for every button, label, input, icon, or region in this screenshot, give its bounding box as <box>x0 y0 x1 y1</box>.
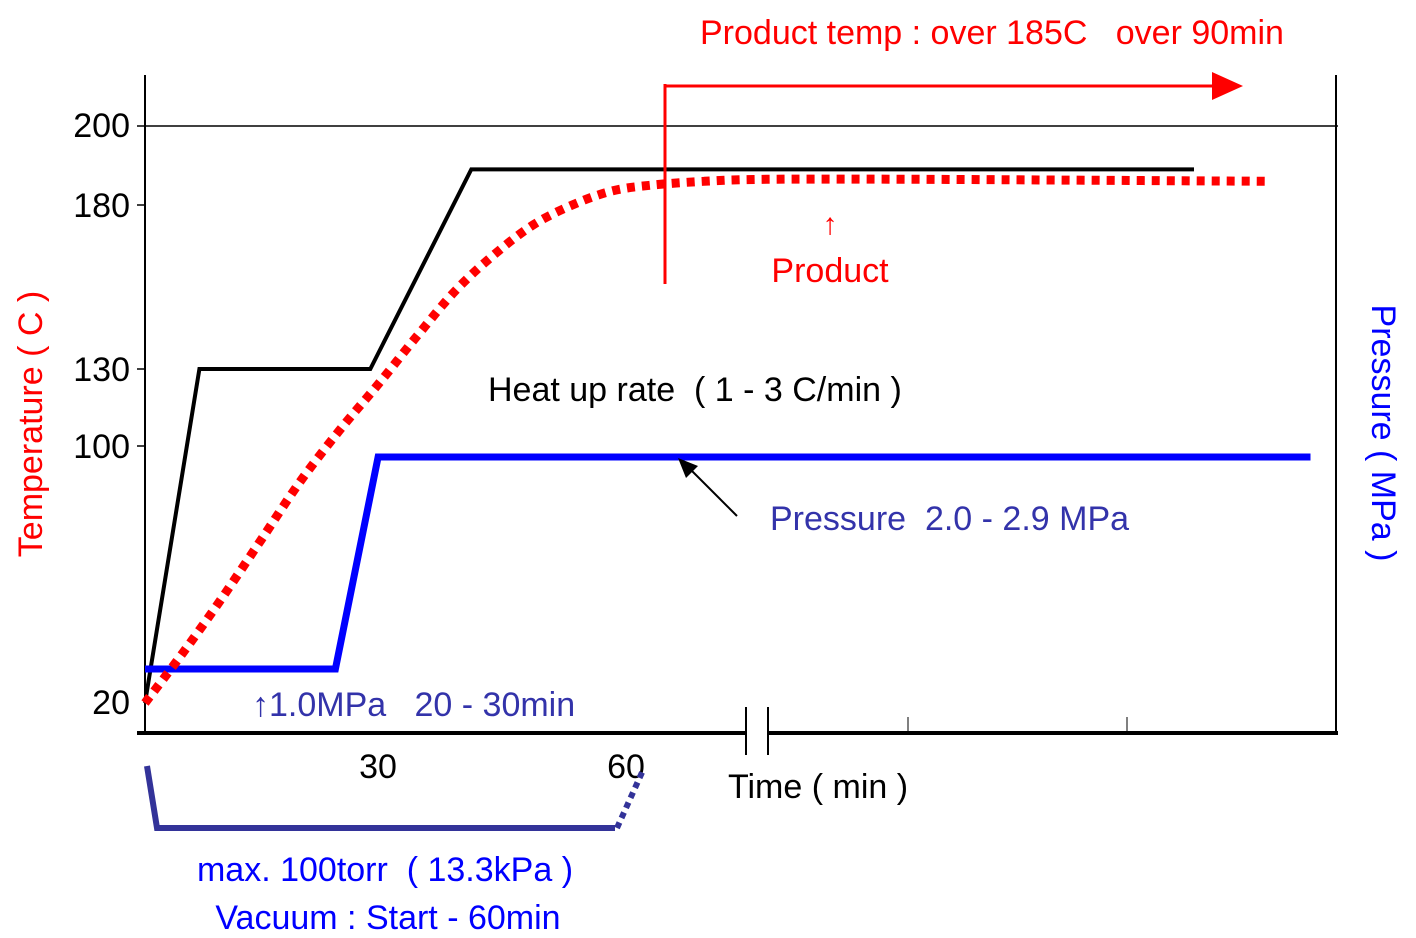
pressure-pointer-arrow-shaft <box>689 468 738 517</box>
x-axis-title: Time ( min ) <box>728 768 908 806</box>
y-tick-label-200: 200 <box>73 107 130 145</box>
y-tick-label-100: 100 <box>73 428 130 466</box>
y2-axis-title: Pressure ( MPa ) <box>1364 305 1402 562</box>
series-product-temperature-line <box>141 174 1272 706</box>
pressure-pointer-arrow-head <box>678 458 698 478</box>
series-pressure-line <box>145 453 1311 673</box>
y-tick-label-20: 20 <box>92 684 130 722</box>
series-setpoint-temperature-line <box>143 167 1194 704</box>
product-temp-arrow-head <box>1212 72 1243 100</box>
pressure-annotation: Pressure 2.0 - 2.9 MPa <box>770 500 1129 538</box>
product-up-arrow: ↑ <box>823 208 838 241</box>
vacuum-bracket <box>144 765 615 831</box>
heat-up-rate-annotation: Heat up rate ( 1 - 3 C/min ) <box>488 371 902 409</box>
product-series-label: Product <box>771 252 889 290</box>
vacuum-annotation-line2: Vacuum : Start - 60min <box>215 899 560 933</box>
vacuum-annotation-line1: max. 100torr ( 13.3kPa ) <box>197 851 573 889</box>
y-tick-label-180: 180 <box>73 187 130 225</box>
x-tick-label-30: 30 <box>359 748 397 786</box>
initial-pressure-annotation: ↑1.0MPa 20 - 30min <box>252 686 575 724</box>
y-tick-label-130: 130 <box>73 351 130 389</box>
y-axis-title: Temperature ( C ) <box>12 291 50 557</box>
product-temp-annotation: Product temp : over 185C over 90min <box>700 14 1284 52</box>
x-tick-label-60: 60 <box>607 748 645 786</box>
